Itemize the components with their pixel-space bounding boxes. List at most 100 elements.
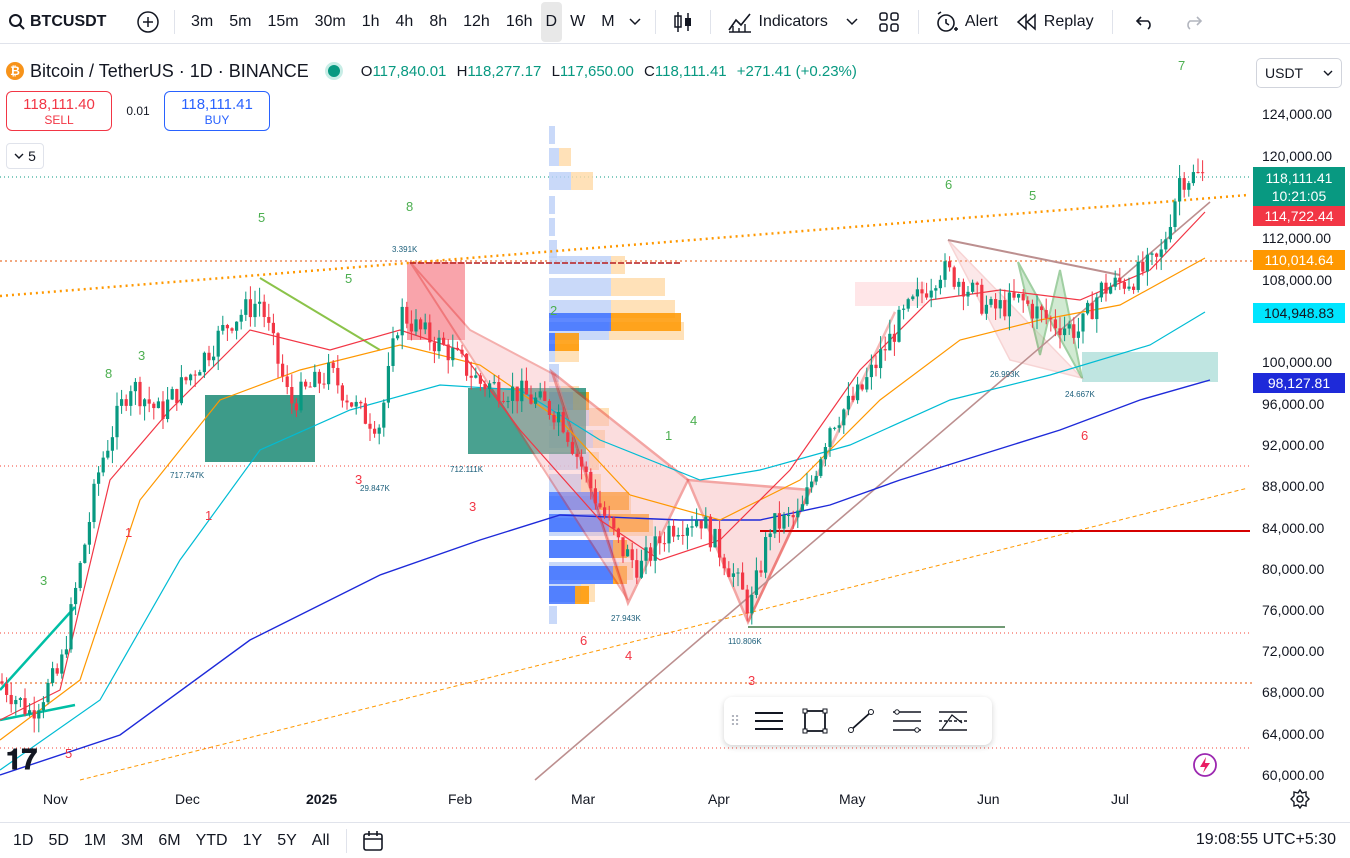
range-5d[interactable]: 5D: [48, 831, 69, 849]
candle-body: [276, 333, 280, 364]
candle-body: [497, 382, 501, 401]
candle-body: [957, 281, 961, 287]
interval-5m[interactable]: 5m: [229, 12, 252, 30]
indicators-dropdown[interactable]: [836, 0, 868, 44]
sell-button[interactable]: 118,111.40 SELL: [6, 91, 112, 131]
interval-30m[interactable]: 30m: [314, 12, 346, 30]
clock-timezone[interactable]: 19:08:55 UTC+5:30: [1195, 831, 1336, 848]
indicators-collapse-button[interactable]: 5: [6, 143, 44, 169]
interval-15m[interactable]: 15m: [267, 12, 299, 30]
interval-w[interactable]: W: [570, 12, 586, 30]
wave-count-label: 3: [748, 673, 755, 688]
fib-extension-tool-button[interactable]: [930, 709, 976, 733]
candle-body: [690, 526, 694, 528]
candle-body: [106, 450, 110, 458]
range-all[interactable]: All: [311, 831, 330, 849]
range-1y[interactable]: 1Y: [242, 831, 263, 849]
interval-4h[interactable]: 4h: [395, 12, 414, 30]
candle-body: [170, 389, 174, 400]
wave-count-label: 1: [125, 525, 132, 540]
interval-12h[interactable]: 12h: [463, 12, 490, 30]
rectangle-tool-button[interactable]: [792, 708, 838, 734]
text-tool-button[interactable]: [746, 710, 792, 732]
candle-body: [221, 325, 225, 331]
whats-new-button[interactable]: [1192, 752, 1218, 783]
red-line-label: 114,722.44: [1253, 206, 1345, 226]
candle-body: [1127, 286, 1131, 289]
currency-select[interactable]: USDT: [1256, 58, 1342, 88]
settings-button[interactable]: [1290, 788, 1310, 814]
candle-body: [1150, 253, 1154, 255]
candle-body: [391, 338, 395, 366]
candle-body: [800, 504, 804, 511]
candle-body: [888, 333, 892, 351]
replay-button[interactable]: Replay: [1006, 0, 1104, 44]
range-5y[interactable]: 5Y: [277, 831, 297, 849]
trendline-orange-dashed: [79, 487, 1249, 781]
range-6m[interactable]: 6M: [158, 831, 181, 849]
candle-body: [152, 403, 156, 409]
interval-8h[interactable]: 8h: [429, 12, 448, 30]
interval-3m[interactable]: 3m: [191, 12, 214, 30]
trendline-tool-button[interactable]: [838, 708, 884, 734]
interval-1h[interactable]: 1h: [361, 12, 380, 30]
fib-tool-button[interactable]: [884, 709, 930, 733]
chart-type-button[interactable]: [664, 0, 702, 44]
candle-body: [897, 309, 901, 342]
candle-body: [1118, 277, 1122, 283]
candle-body: [409, 323, 413, 332]
candle-body: [658, 536, 662, 544]
alert-button[interactable]: Alert: [927, 0, 1006, 44]
candle-body: [1044, 310, 1048, 319]
symbol-search[interactable]: BTCUSDT: [0, 0, 130, 44]
candle-body: [736, 572, 740, 574]
wave-count-label: 5: [258, 210, 265, 225]
range-3m[interactable]: 3M: [121, 831, 144, 849]
candle-body: [1030, 303, 1034, 319]
interval-m[interactable]: M: [601, 12, 615, 30]
drag-handle-icon[interactable]: ⠿: [729, 712, 741, 729]
volume-profile-bar: [559, 148, 571, 166]
candle-body: [37, 710, 41, 719]
candle-body: [483, 383, 487, 390]
alert-label: Alert: [964, 12, 998, 30]
divider: [1111, 9, 1113, 34]
candle-body: [1164, 239, 1168, 250]
redo-button[interactable]: [1169, 0, 1217, 44]
candle-body: [83, 544, 87, 563]
range-1d[interactable]: 1D: [13, 831, 34, 849]
candle-body: [805, 487, 809, 505]
indicators-button[interactable]: Indicators: [719, 0, 836, 44]
interval-16h[interactable]: 16h: [505, 12, 533, 30]
candle-body: [1109, 286, 1113, 294]
candle-body: [782, 515, 786, 529]
candle-body: [929, 290, 933, 298]
price-axis-label: 96,000.00: [1262, 396, 1325, 412]
symbol-legend: ₿ Bitcoin / TetherUS · 1D · BINANCE O117…: [6, 58, 857, 84]
candle-body: [317, 371, 321, 384]
volume-profile-bar: [549, 172, 571, 190]
goto-date-button[interactable]: [355, 829, 391, 853]
candle-body: [961, 281, 965, 297]
interval-dropdown[interactable]: [623, 0, 647, 44]
change-value: +271.41 (+0.23%): [736, 62, 857, 80]
candle-body: [97, 472, 101, 484]
wave-count-label: 5: [345, 271, 352, 286]
time-axis-label: Mar: [571, 791, 596, 807]
layouts-button[interactable]: [868, 0, 910, 44]
candle-body: [1132, 286, 1136, 290]
interval-d[interactable]: D: [540, 1, 563, 42]
candle-body: [883, 349, 887, 351]
candle-body: [787, 515, 791, 517]
buy-button[interactable]: 118,111.41 BUY: [164, 91, 270, 131]
candle-body: [713, 528, 717, 548]
compare-add-button[interactable]: [130, 0, 166, 44]
undo-button[interactable]: [1121, 0, 1169, 44]
candle-body: [524, 380, 528, 395]
legend-title[interactable]: Bitcoin / TetherUS · 1D · BINANCE: [30, 60, 309, 81]
range-ytd[interactable]: YTD: [195, 831, 228, 849]
open-value: 117,840.01: [372, 62, 447, 80]
tradingview-logo[interactable]: 𝟏𝟕: [6, 744, 38, 775]
range-1m[interactable]: 1M: [83, 831, 107, 849]
